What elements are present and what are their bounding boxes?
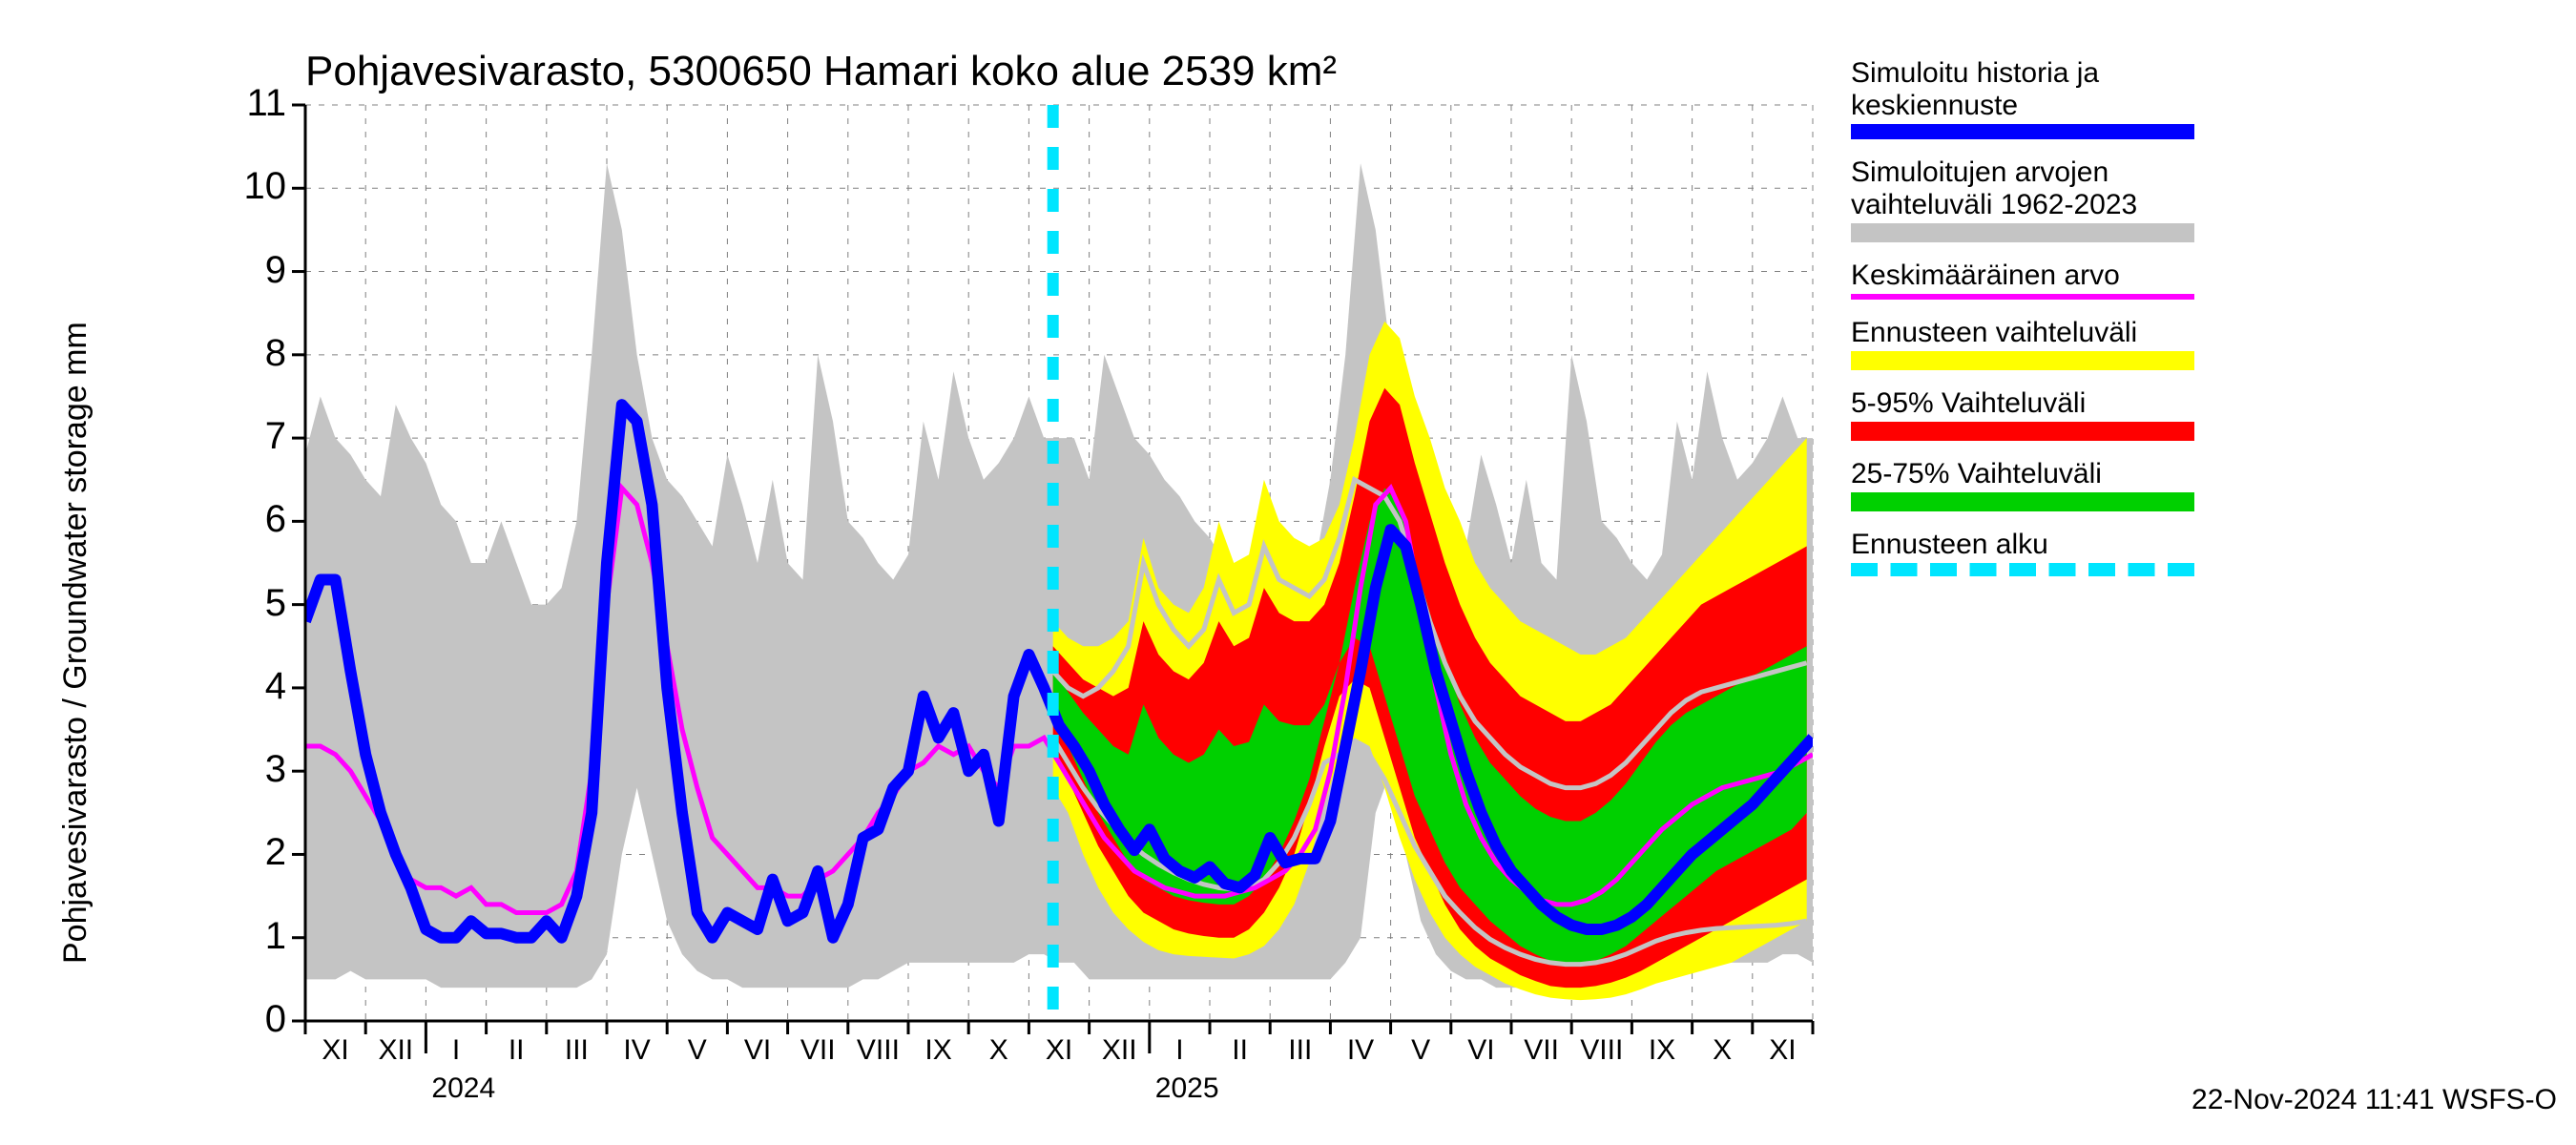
x-tick-label: IX <box>924 1034 951 1067</box>
x-tick-label: X <box>1713 1034 1732 1067</box>
legend-swatch <box>1851 422 2194 441</box>
x-tick-label: VII <box>800 1034 836 1067</box>
legend-swatch <box>1851 563 2194 576</box>
legend-swatch <box>1851 492 2194 511</box>
x-tick-label: XI <box>1046 1034 1072 1067</box>
x-tick-label: II <box>509 1034 525 1067</box>
legend-label: keskiennuste <box>1851 90 2194 122</box>
x-tick-label: XI <box>322 1034 348 1067</box>
legend-swatch <box>1851 351 2194 370</box>
legend-entry: Simuloitujen arvojenvaihteluväli 1962-20… <box>1851 156 2194 242</box>
x-tick-label: VI <box>744 1034 771 1067</box>
x-year-label: 2024 <box>431 1072 495 1105</box>
x-tick-label: VIII <box>1580 1034 1623 1067</box>
y-tick-label: 6 <box>210 498 286 541</box>
y-tick-label: 11 <box>210 82 286 125</box>
legend-label: Simuloitu historia ja <box>1851 57 2194 90</box>
y-tick-label: 10 <box>210 165 286 208</box>
y-tick-label: 5 <box>210 582 286 625</box>
y-tick-label: 3 <box>210 748 286 791</box>
legend-entry: Keskimääräinen arvo <box>1851 260 2194 300</box>
x-tick-label: XII <box>378 1034 413 1067</box>
x-tick-label: I <box>452 1034 460 1067</box>
x-year-label: 2025 <box>1155 1072 1219 1105</box>
x-tick-label: V <box>688 1034 707 1067</box>
x-tick-label: X <box>989 1034 1008 1067</box>
x-tick-label: III <box>565 1034 589 1067</box>
x-tick-label: IV <box>1347 1034 1374 1067</box>
legend-label: Simuloitujen arvojen <box>1851 156 2194 189</box>
x-tick-label: I <box>1175 1034 1183 1067</box>
legend-entry: 25-75% Vaihteluväli <box>1851 458 2194 511</box>
legend-label: Ennusteen alku <box>1851 529 2194 561</box>
legend-label: Ennusteen vaihteluväli <box>1851 317 2194 349</box>
y-tick-label: 1 <box>210 915 286 958</box>
chart-legend: Simuloitu historia jakeskiennusteSimuloi… <box>1851 57 2194 593</box>
chart-container: Pohjavesivarasto, 5300650 Hamari koko al… <box>0 0 2576 1145</box>
x-tick-label: V <box>1411 1034 1430 1067</box>
y-tick-label: 0 <box>210 998 286 1041</box>
y-tick-label: 7 <box>210 415 286 458</box>
x-tick-label: II <box>1232 1034 1248 1067</box>
legend-entry: Ennusteen alku <box>1851 529 2194 576</box>
legend-label: vaihteluväli 1962-2023 <box>1851 189 2194 221</box>
legend-label: 5-95% Vaihteluväli <box>1851 387 2194 420</box>
x-tick-label: VII <box>1524 1034 1559 1067</box>
x-tick-label: III <box>1288 1034 1312 1067</box>
legend-swatch <box>1851 124 2194 139</box>
x-tick-label: XII <box>1102 1034 1137 1067</box>
y-tick-label: 4 <box>210 665 286 708</box>
legend-entry: 5-95% Vaihteluväli <box>1851 387 2194 441</box>
legend-label: 25-75% Vaihteluväli <box>1851 458 2194 490</box>
legend-swatch <box>1851 223 2194 242</box>
y-tick-label: 8 <box>210 332 286 375</box>
legend-entry: Simuloitu historia jakeskiennuste <box>1851 57 2194 139</box>
x-tick-label: VIII <box>857 1034 900 1067</box>
y-tick-label: 9 <box>210 249 286 292</box>
x-tick-label: VI <box>1467 1034 1494 1067</box>
x-tick-label: XI <box>1769 1034 1796 1067</box>
legend-label: Keskimääräinen arvo <box>1851 260 2194 292</box>
x-tick-label: IV <box>623 1034 650 1067</box>
y-tick-label: 2 <box>210 831 286 874</box>
chart-timestamp: 22-Nov-2024 11:41 WSFS-O <box>2192 1084 2557 1116</box>
legend-swatch <box>1851 294 2194 300</box>
x-tick-label: IX <box>1649 1034 1675 1067</box>
legend-entry: Ennusteen vaihteluväli <box>1851 317 2194 370</box>
